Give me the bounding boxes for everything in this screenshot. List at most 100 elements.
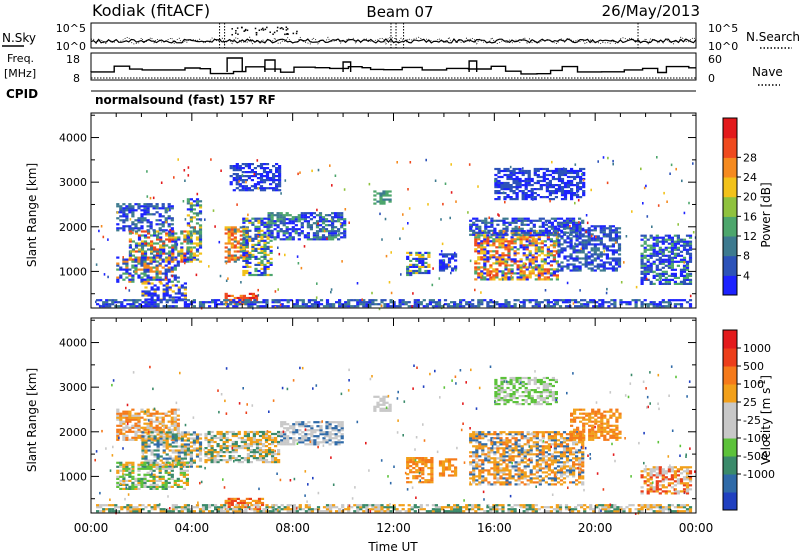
range-time-cell bbox=[265, 167, 270, 170]
range-time-cell bbox=[167, 473, 171, 476]
range-time-cell bbox=[147, 290, 151, 293]
range-time-cell bbox=[676, 240, 680, 243]
range-time-cell bbox=[176, 461, 180, 464]
scatter-cell bbox=[279, 303, 282, 307]
range-time-cell bbox=[507, 268, 511, 271]
range-time-cell bbox=[602, 245, 606, 248]
range-time-cell bbox=[198, 437, 203, 440]
range-time-cell bbox=[580, 305, 584, 308]
range-time-cell bbox=[165, 457, 169, 460]
range-time-cell bbox=[605, 261, 609, 264]
range-time-cell bbox=[519, 272, 523, 275]
range-time-cell bbox=[501, 238, 505, 241]
range-time-cell bbox=[279, 220, 283, 223]
range-time-cell bbox=[143, 266, 147, 269]
range-time-cell bbox=[245, 263, 249, 266]
range-time-cell bbox=[424, 261, 428, 264]
range-time-cell bbox=[171, 457, 175, 460]
range-time-cell bbox=[614, 227, 618, 230]
range-time-cell bbox=[116, 465, 120, 468]
range-time-cell bbox=[198, 226, 203, 229]
range-time-cell bbox=[556, 227, 561, 230]
range-time-cell bbox=[231, 432, 235, 436]
range-time-cell bbox=[140, 227, 144, 230]
range-time-cell bbox=[277, 461, 281, 464]
range-time-cell bbox=[177, 296, 181, 299]
range-time-cell bbox=[289, 427, 293, 430]
range-time-cell bbox=[501, 305, 505, 308]
scatter-cell bbox=[384, 217, 387, 221]
range-time-cell bbox=[134, 227, 138, 230]
range-time-cell bbox=[386, 303, 390, 306]
range-time-cell bbox=[146, 410, 150, 413]
range-time-cell bbox=[275, 189, 279, 192]
range-time-cell bbox=[374, 299, 378, 302]
range-time-cell bbox=[501, 246, 505, 249]
range-time-cell bbox=[474, 262, 478, 265]
range-time-cell bbox=[557, 235, 561, 238]
range-time-cell bbox=[388, 194, 392, 197]
range-time-cell bbox=[549, 268, 553, 271]
range-time-cell bbox=[149, 268, 153, 271]
range-time-cell bbox=[578, 243, 582, 246]
range-time-cell bbox=[171, 435, 175, 438]
range-time-cell bbox=[119, 418, 123, 421]
range-time-cell bbox=[643, 234, 647, 237]
range-time-cell bbox=[165, 435, 169, 438]
range-time-cell bbox=[480, 242, 484, 245]
range-time-cell bbox=[679, 270, 684, 273]
range-time-cell bbox=[232, 189, 236, 192]
range-time-cell bbox=[192, 449, 196, 452]
range-time-cell bbox=[240, 440, 244, 444]
range-time-cell bbox=[137, 236, 142, 239]
range-time-cell bbox=[258, 430, 263, 434]
range-time-cell bbox=[125, 205, 129, 208]
scatter-cell bbox=[334, 174, 337, 177]
scatter-cell bbox=[683, 261, 685, 264]
range-time-cell bbox=[509, 188, 513, 191]
scatter-cell bbox=[607, 156, 609, 160]
range-time-cell bbox=[407, 301, 411, 304]
range-time-cell bbox=[149, 463, 153, 466]
scatter-cell bbox=[523, 263, 525, 266]
range-time-cell bbox=[144, 457, 148, 460]
range-time-cell bbox=[228, 457, 232, 460]
range-time-cell bbox=[168, 455, 172, 458]
range-time-cell bbox=[544, 227, 548, 230]
range-time-cell bbox=[128, 430, 132, 433]
range-time-cell bbox=[424, 265, 428, 268]
range-time-cell bbox=[431, 301, 435, 304]
range-time-cell bbox=[306, 212, 310, 215]
range-time-cell bbox=[161, 207, 165, 210]
range-time-cell bbox=[186, 238, 190, 241]
range-time-cell bbox=[557, 251, 561, 254]
range-time-cell bbox=[590, 247, 594, 250]
scatter-cell bbox=[480, 291, 482, 294]
range-time-cell bbox=[531, 254, 535, 257]
range-time-cell bbox=[283, 421, 287, 424]
range-time-cell bbox=[331, 236, 335, 239]
range-time-cell bbox=[486, 244, 490, 247]
scatter-cell bbox=[620, 281, 623, 284]
range-time-cell bbox=[440, 305, 445, 308]
range-time-cell bbox=[362, 301, 366, 304]
range-time-cell bbox=[545, 181, 549, 185]
range-time-cell bbox=[497, 181, 501, 185]
range-time-cell bbox=[569, 257, 573, 260]
range-time-cell bbox=[170, 430, 174, 433]
range-time-cell bbox=[146, 264, 150, 267]
range-time-cell bbox=[254, 247, 258, 250]
scatter-cell bbox=[390, 251, 392, 254]
range-time-cell bbox=[552, 250, 556, 253]
range-time-cell bbox=[180, 230, 184, 233]
range-time-cell bbox=[161, 215, 165, 218]
range-time-cell bbox=[164, 426, 168, 429]
range-time-cell bbox=[528, 258, 532, 261]
range-time-cell bbox=[146, 258, 150, 261]
range-time-cell bbox=[122, 215, 126, 218]
range-time-cell bbox=[486, 260, 490, 263]
range-time-cell bbox=[246, 434, 250, 438]
range-time-cell bbox=[165, 433, 169, 436]
range-time-cell bbox=[602, 227, 606, 230]
range-time-cell bbox=[306, 222, 310, 225]
